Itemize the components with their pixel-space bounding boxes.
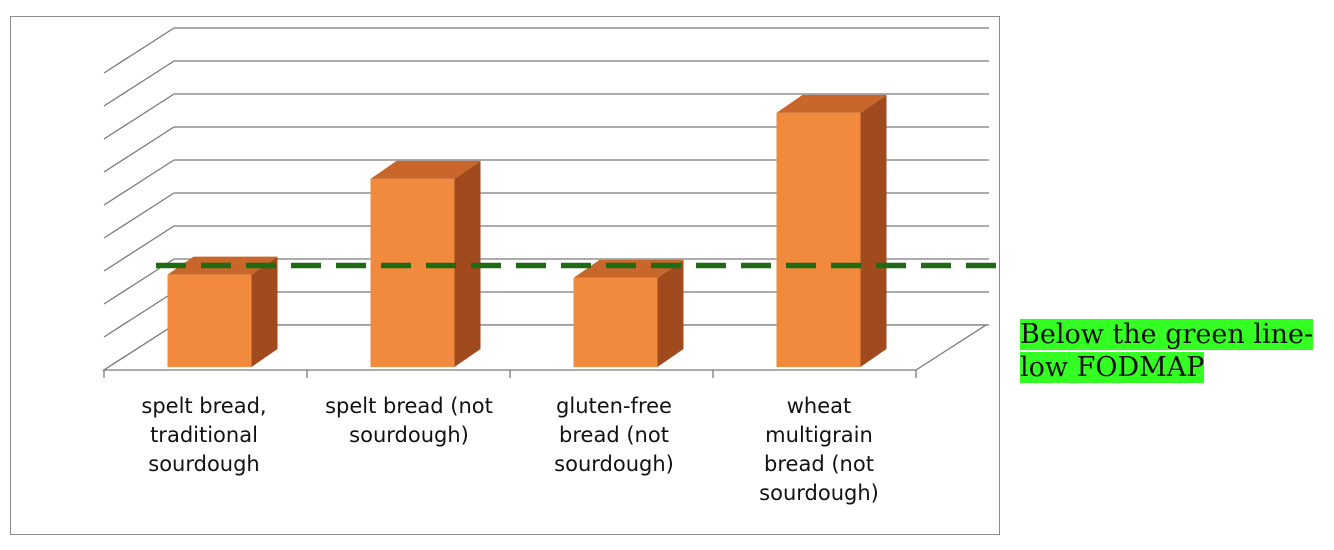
category-label-1: spelt bread, traditional sourdough	[141, 394, 267, 476]
bar-side	[251, 256, 278, 367]
gridline-side	[103, 60, 175, 107]
bar-side	[860, 94, 887, 368]
gridline-side	[103, 93, 175, 140]
gridline-side	[103, 192, 175, 239]
gridline-side	[103, 291, 175, 338]
gridline-side	[103, 225, 175, 272]
gridline-side	[103, 159, 175, 206]
gridline-side	[103, 27, 175, 74]
bar	[573, 277, 658, 367]
bar-top	[370, 160, 481, 179]
category-label-3: gluten-free bread (not sourdough)	[554, 394, 674, 476]
bar-side	[454, 160, 481, 367]
chart-frame: spelt bread, traditional sourdough spelt…	[10, 16, 1001, 535]
bar	[167, 274, 252, 367]
category-label-2: spelt bread (not sourdough)	[325, 394, 493, 447]
gridline-side	[103, 126, 175, 173]
threshold-note: Below the green line- low FODMAP	[1020, 318, 1320, 384]
threshold-note-line-2: low FODMAP	[1020, 352, 1205, 383]
bar	[776, 112, 861, 368]
threshold-note-line-1: Below the green line-	[1020, 319, 1314, 350]
bar-chart	[101, 27, 1001, 378]
chart-floor	[101, 324, 989, 371]
bar	[370, 178, 455, 367]
category-label-4: wheat multigrain bread (not sourdough)	[759, 394, 879, 505]
bar-top	[776, 94, 887, 113]
bar-side	[657, 259, 684, 367]
